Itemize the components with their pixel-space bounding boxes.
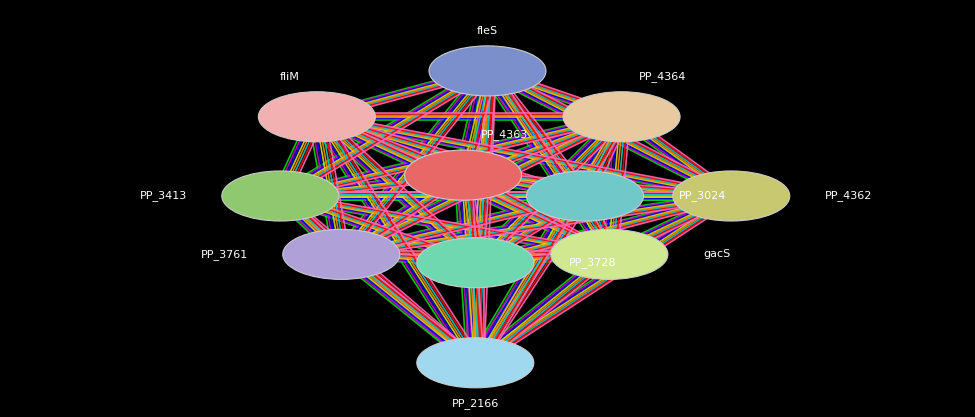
- Text: PP_3728: PP_3728: [568, 257, 616, 268]
- Ellipse shape: [673, 171, 790, 221]
- Text: gacS: gacS: [703, 249, 730, 259]
- Ellipse shape: [258, 92, 375, 142]
- Text: PP_3413: PP_3413: [139, 191, 186, 201]
- Text: PP_4362: PP_4362: [825, 191, 873, 201]
- Text: fliM: fliM: [280, 72, 299, 82]
- Text: PP_2166: PP_2166: [451, 398, 499, 409]
- Text: PP_3024: PP_3024: [679, 191, 726, 201]
- Ellipse shape: [551, 229, 668, 279]
- Ellipse shape: [526, 171, 644, 221]
- Text: fleS: fleS: [477, 26, 498, 36]
- Ellipse shape: [564, 92, 681, 142]
- Ellipse shape: [405, 150, 522, 200]
- Ellipse shape: [417, 338, 534, 388]
- Ellipse shape: [222, 171, 339, 221]
- Ellipse shape: [283, 229, 400, 279]
- Ellipse shape: [417, 238, 534, 288]
- Text: PP_4364: PP_4364: [640, 71, 686, 82]
- Text: PP_3761: PP_3761: [201, 249, 248, 260]
- Ellipse shape: [429, 46, 546, 96]
- Text: PP_4363: PP_4363: [481, 129, 527, 140]
